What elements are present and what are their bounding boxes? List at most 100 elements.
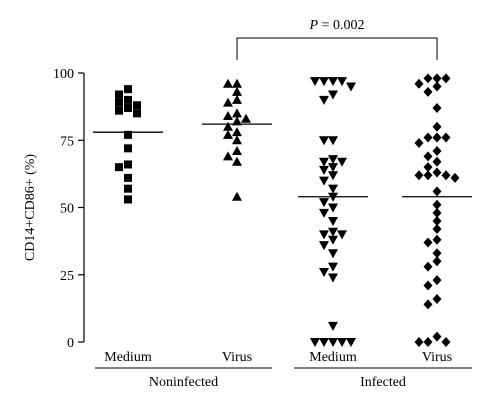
significance-label: P = 0.002 — [309, 18, 365, 33]
y-tick-label: 25 — [60, 269, 74, 284]
data-point — [414, 337, 424, 347]
data-point — [124, 173, 132, 182]
data-point — [328, 338, 338, 347]
y-tick-label: 50 — [60, 202, 74, 217]
significance-bracket — [236, 37, 438, 60]
data-point — [328, 262, 338, 272]
data-point — [423, 337, 433, 347]
data-point — [223, 78, 233, 88]
data-point — [232, 135, 242, 145]
data-point — [337, 230, 347, 240]
data-point — [232, 127, 242, 137]
data-point — [223, 121, 233, 131]
data-points — [93, 73, 472, 347]
data-point — [319, 157, 329, 167]
data-point — [432, 199, 442, 210]
data-point — [328, 321, 338, 331]
data-point — [328, 155, 338, 165]
data-point — [241, 113, 251, 123]
data-point — [232, 86, 242, 96]
data-point — [232, 116, 242, 126]
data-point — [441, 73, 451, 84]
data-point — [423, 170, 433, 181]
y-tick-label: 75 — [60, 134, 74, 149]
data-point — [232, 94, 242, 104]
data-point — [423, 261, 433, 272]
group-label: Noninfected — [149, 375, 218, 390]
data-point — [310, 338, 320, 347]
data-point — [337, 77, 347, 87]
data-point — [319, 268, 329, 278]
data-point — [432, 234, 442, 245]
data-point — [432, 256, 442, 267]
data-point — [432, 73, 442, 84]
data-point — [441, 337, 451, 347]
y-axis-label: CD14+CD86+ (%) — [23, 154, 38, 262]
data-point — [423, 151, 433, 162]
data-point — [423, 162, 433, 173]
data-point — [423, 73, 433, 84]
data-point — [223, 111, 233, 121]
data-point — [328, 90, 338, 100]
data-point — [450, 172, 460, 183]
data-point — [319, 95, 329, 105]
data-point — [423, 132, 433, 143]
data-point — [133, 101, 141, 110]
data-point — [328, 216, 338, 226]
data-point — [423, 86, 433, 97]
x-category-label: Virus — [222, 350, 252, 365]
data-point — [115, 106, 123, 115]
data-point — [432, 224, 442, 235]
data-point — [414, 78, 424, 89]
data-point — [319, 208, 329, 218]
data-point — [432, 167, 442, 178]
data-point — [432, 248, 442, 259]
data-point — [432, 81, 442, 92]
data-point — [423, 237, 433, 248]
x-category-label: Medium — [104, 350, 152, 365]
data-point — [328, 227, 338, 237]
data-point — [124, 195, 132, 204]
data-point — [319, 338, 329, 347]
y-tick-label: 100 — [53, 67, 74, 82]
group-label: Infected — [360, 375, 406, 390]
data-point — [124, 85, 132, 94]
data-point — [319, 77, 329, 87]
data-point — [432, 156, 442, 167]
data-point — [441, 132, 451, 143]
data-point — [223, 129, 233, 139]
data-point — [232, 108, 242, 118]
data-point — [346, 82, 356, 92]
data-point — [232, 191, 242, 201]
data-point — [319, 176, 329, 186]
data-point — [115, 90, 123, 99]
x-category-label: Medium — [309, 350, 357, 365]
data-point — [346, 338, 356, 347]
data-point — [414, 137, 424, 148]
data-point — [423, 280, 433, 291]
data-point — [115, 163, 123, 172]
data-point — [232, 156, 242, 166]
data-point — [232, 146, 242, 156]
data-point — [328, 77, 338, 87]
data-point — [319, 136, 329, 146]
data-point — [319, 198, 329, 208]
axes — [78, 37, 472, 369]
data-point — [223, 97, 233, 107]
data-point — [328, 249, 338, 259]
data-point — [441, 170, 451, 181]
data-point — [319, 241, 329, 251]
data-point — [133, 109, 141, 118]
data-point — [432, 186, 442, 197]
data-point — [432, 146, 442, 157]
data-point — [328, 184, 338, 194]
data-point — [124, 95, 132, 104]
data-point — [432, 275, 442, 286]
data-point — [328, 136, 338, 146]
data-point — [432, 207, 442, 218]
data-point — [432, 121, 442, 132]
data-point — [337, 157, 347, 167]
data-point — [432, 102, 442, 113]
data-point — [124, 184, 132, 193]
